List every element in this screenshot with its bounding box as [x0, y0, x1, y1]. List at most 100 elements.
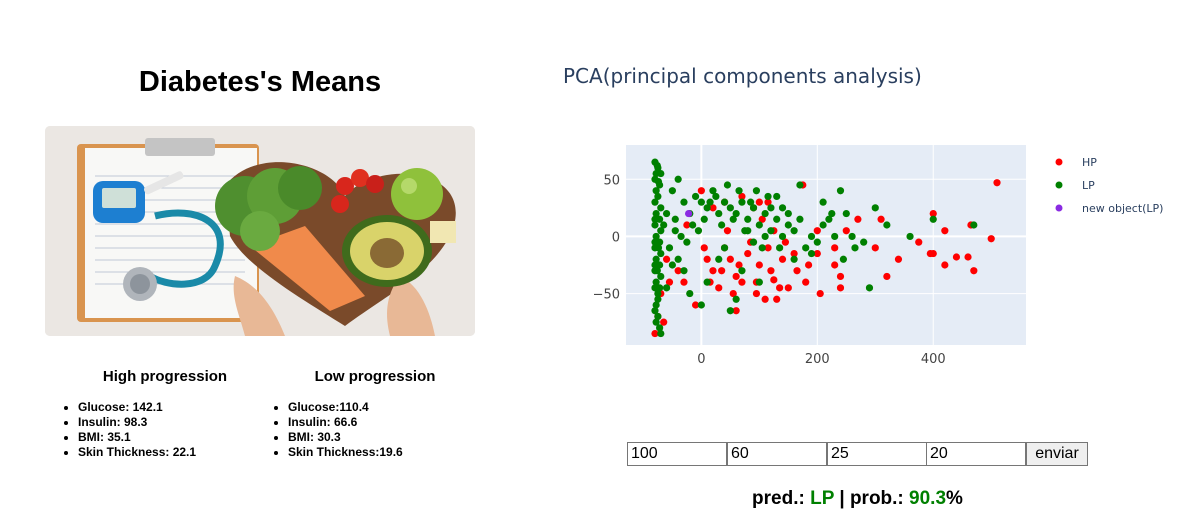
point-lp — [652, 209, 660, 218]
point-lp — [703, 278, 711, 286]
point-lp — [652, 169, 660, 178]
input-field-4[interactable] — [926, 442, 1026, 466]
point-lp — [651, 261, 659, 269]
legend-marker — [1055, 204, 1063, 212]
point-lp — [694, 227, 703, 235]
list-item: Glucose: 142.1 — [78, 400, 270, 415]
point-lp — [654, 312, 662, 321]
point-lp — [671, 215, 679, 223]
point-hp — [836, 284, 845, 292]
point-hp — [680, 278, 688, 286]
plot-title: PCA(principal components analysis) — [563, 64, 922, 88]
left-panel: Diabetes's Means — [0, 0, 520, 527]
pca-scatter-chart[interactable]: 0 200 400 50 0 −50 HP LP new object(LP) — [560, 120, 1178, 380]
point-hp — [735, 261, 743, 269]
point-hp — [709, 267, 717, 275]
point-hp — [764, 244, 772, 252]
point-lp — [761, 209, 769, 218]
list-item: Skin Thickness: 22.1 — [78, 445, 270, 460]
point-lp — [732, 209, 740, 218]
point-lp — [689, 221, 697, 229]
point-hp — [697, 187, 705, 195]
scatter-points — [651, 158, 1001, 338]
point-lp — [871, 204, 879, 212]
axis-ticks: 0 200 400 50 0 −50 — [593, 173, 946, 367]
point-lp — [654, 289, 662, 298]
point-lp — [796, 181, 804, 189]
point-hp — [767, 267, 775, 275]
point-hp — [929, 209, 937, 218]
point-lp — [764, 192, 772, 201]
point-lp — [680, 198, 688, 206]
submit-button[interactable]: enviar — [1026, 442, 1088, 466]
chart-legend[interactable]: HP LP new object(LP) — [1055, 156, 1164, 215]
point-lp — [657, 249, 665, 258]
point-lp — [828, 209, 836, 218]
point-lp — [657, 204, 665, 212]
point-lp — [970, 221, 978, 229]
point-lp — [654, 295, 662, 303]
point-hp — [723, 227, 732, 235]
point-lp — [802, 244, 810, 252]
point-hp — [665, 278, 674, 286]
point-lp — [776, 244, 784, 252]
input-field-1[interactable] — [627, 442, 727, 466]
point-lp — [732, 295, 740, 303]
y-tick-label: −50 — [593, 288, 620, 303]
legend-item[interactable]: LP — [1082, 179, 1095, 192]
point-hp — [738, 192, 746, 201]
point-lp — [726, 307, 734, 315]
point-lp — [726, 204, 734, 212]
point-lp — [784, 221, 792, 229]
point-lp — [674, 255, 682, 263]
point-lp — [700, 215, 708, 223]
point-lp — [749, 204, 758, 212]
point-lp — [836, 187, 845, 195]
point-lp — [831, 232, 839, 241]
point-hp — [952, 253, 961, 261]
point-lp — [825, 215, 833, 223]
point-lp — [653, 161, 661, 170]
point-hp — [883, 272, 891, 281]
list-item: Glucose:110.4 — [288, 400, 480, 415]
point-lp — [842, 209, 850, 218]
list-item: Insulin: 98.3 — [78, 415, 270, 430]
point-lp — [718, 221, 726, 229]
point-hp — [915, 238, 923, 246]
point-lp — [784, 209, 792, 218]
point-hp — [662, 255, 671, 263]
separator: | — [839, 488, 845, 509]
point-lp — [729, 215, 737, 223]
input-field-3[interactable] — [827, 442, 927, 466]
point-hp — [660, 318, 668, 326]
plot-area[interactable] — [626, 145, 1026, 345]
point-lp — [819, 221, 827, 229]
point-lp — [651, 221, 659, 229]
point-hp — [793, 267, 801, 275]
prob-label: prob.: — [849, 488, 904, 509]
point-lp — [709, 187, 717, 195]
point-lp — [738, 267, 746, 275]
point-lp — [758, 244, 766, 252]
point-lp — [720, 198, 729, 206]
point-hp — [744, 249, 752, 258]
point-hp — [726, 255, 734, 263]
point-hp — [758, 215, 766, 223]
point-lp — [778, 232, 787, 241]
point-lp — [807, 232, 816, 241]
legend-marker — [1055, 158, 1063, 166]
point-hp — [755, 198, 763, 206]
point-hp — [802, 278, 810, 286]
point-lp — [883, 221, 891, 229]
point-hp — [790, 249, 798, 258]
point-hp — [732, 307, 740, 315]
legend-item[interactable]: new object(LP) — [1082, 202, 1163, 215]
point-lp — [807, 249, 816, 258]
legend-item[interactable]: HP — [1082, 156, 1097, 169]
point-lp — [657, 227, 665, 235]
point-lp — [651, 238, 659, 246]
point-lp — [677, 232, 685, 241]
point-lp — [749, 238, 758, 246]
input-field-2[interactable] — [727, 442, 827, 466]
point-hp — [970, 267, 978, 275]
